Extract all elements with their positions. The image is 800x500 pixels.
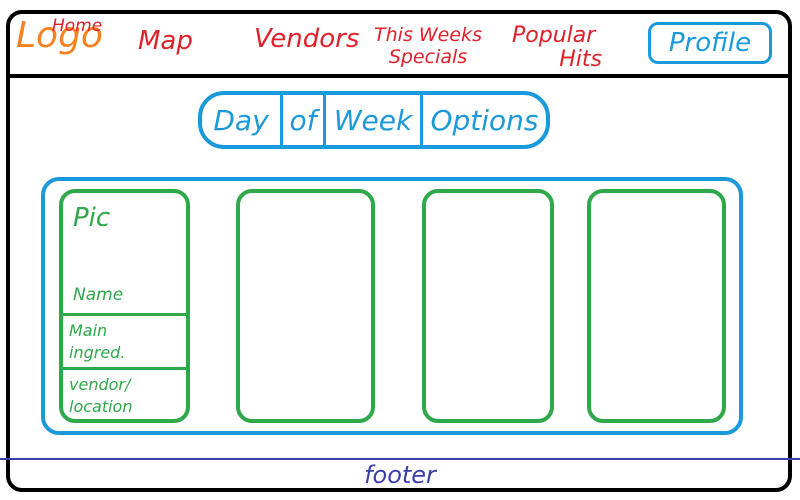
nav-specials-line1: This Weeks — [374, 24, 482, 46]
nav-popular-hits-link[interactable]: Popular Hits — [512, 24, 624, 72]
card-vendor-section: vendor/ location — [63, 367, 186, 419]
dow-segment-options[interactable]: Options — [430, 103, 539, 137]
header-divider — [6, 74, 792, 78]
footer-divider — [0, 458, 800, 460]
card-vendor-location-label: vendor/ location — [69, 375, 133, 416]
card-main-ingred-label: Main ingred. — [69, 321, 126, 362]
nav-popular-line2: Hits — [559, 47, 602, 72]
nav-specials-link[interactable]: This Weeks Specials — [368, 24, 488, 68]
dow-segment-of[interactable]: of — [283, 95, 326, 145]
menu-card[interactable] — [422, 189, 554, 423]
nav-vendors-link[interactable]: Vendors — [254, 24, 360, 54]
cards-container — [41, 177, 743, 435]
nav-specials-line2: Specials — [388, 46, 468, 68]
card-pic-section: Pic Name — [63, 193, 186, 313]
profile-button[interactable]: Profile — [648, 22, 772, 64]
nav-home-link[interactable]: Home — [52, 16, 103, 36]
menu-card[interactable]: Pic Name Main ingred. vendor/ location — [59, 189, 190, 423]
nav-popular-line1: Popular — [512, 23, 596, 48]
menu-card[interactable] — [587, 189, 726, 423]
nav-map-link[interactable]: Map — [138, 26, 193, 56]
card-ingredient-section: Main ingred. — [63, 313, 186, 370]
menu-card[interactable] — [236, 189, 375, 423]
browser-frame — [6, 10, 792, 492]
footer: footer — [364, 461, 436, 489]
card-pic-label: Pic — [73, 203, 111, 233]
logo[interactable]: Logo — [16, 15, 103, 56]
day-of-week-options: Day of Week Options — [198, 91, 550, 149]
dow-segment-day[interactable]: Day — [202, 95, 283, 145]
card-name-label: Name — [73, 285, 124, 305]
dow-segment-week[interactable]: Week — [326, 95, 423, 145]
